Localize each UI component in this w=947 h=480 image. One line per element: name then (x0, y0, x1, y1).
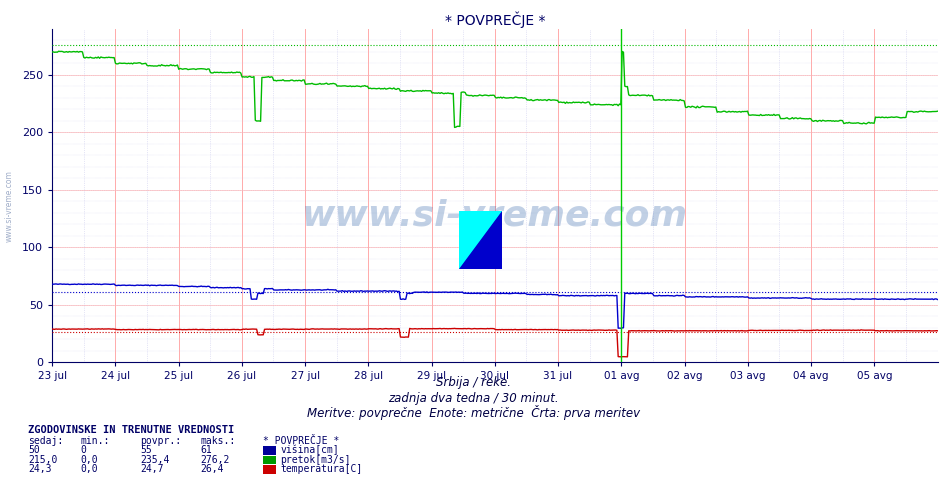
Text: 26,4: 26,4 (201, 464, 224, 474)
Text: maks.:: maks.: (201, 436, 236, 446)
Polygon shape (459, 211, 502, 269)
Polygon shape (459, 211, 502, 269)
Text: 0,0: 0,0 (80, 464, 98, 474)
Text: zadnja dva tedna / 30 minut.: zadnja dva tedna / 30 minut. (388, 392, 559, 405)
Text: 0,0: 0,0 (80, 455, 98, 465)
Text: pretok[m3/s]: pretok[m3/s] (280, 455, 350, 465)
Text: temperatura[C]: temperatura[C] (280, 464, 363, 474)
Text: povpr.:: povpr.: (140, 436, 181, 446)
Text: min.:: min.: (80, 436, 110, 446)
Text: Meritve: povprečne  Enote: metrične  Črta: prva meritev: Meritve: povprečne Enote: metrične Črta:… (307, 405, 640, 420)
Text: 276,2: 276,2 (201, 455, 230, 465)
Title: * POVPREČJE *: * POVPREČJE * (444, 11, 545, 28)
Text: 24,3: 24,3 (28, 464, 52, 474)
Text: www.si-vreme.com: www.si-vreme.com (302, 199, 688, 233)
Text: Srbija / reke.: Srbija / reke. (436, 376, 511, 389)
Text: www.si-vreme.com: www.si-vreme.com (5, 170, 14, 242)
Text: sedaj:: sedaj: (28, 436, 63, 446)
Text: ZGODOVINSKE IN TRENUTNE VREDNOSTI: ZGODOVINSKE IN TRENUTNE VREDNOSTI (28, 425, 235, 435)
Text: višina[cm]: višina[cm] (280, 444, 339, 455)
Text: 235,4: 235,4 (140, 455, 170, 465)
Text: 61: 61 (201, 445, 212, 455)
Text: 215,0: 215,0 (28, 455, 58, 465)
Text: * POVPREČJE *: * POVPREČJE * (263, 436, 340, 446)
Text: 0: 0 (80, 445, 86, 455)
Text: 50: 50 (28, 445, 40, 455)
Text: 55: 55 (140, 445, 152, 455)
Text: 24,7: 24,7 (140, 464, 164, 474)
